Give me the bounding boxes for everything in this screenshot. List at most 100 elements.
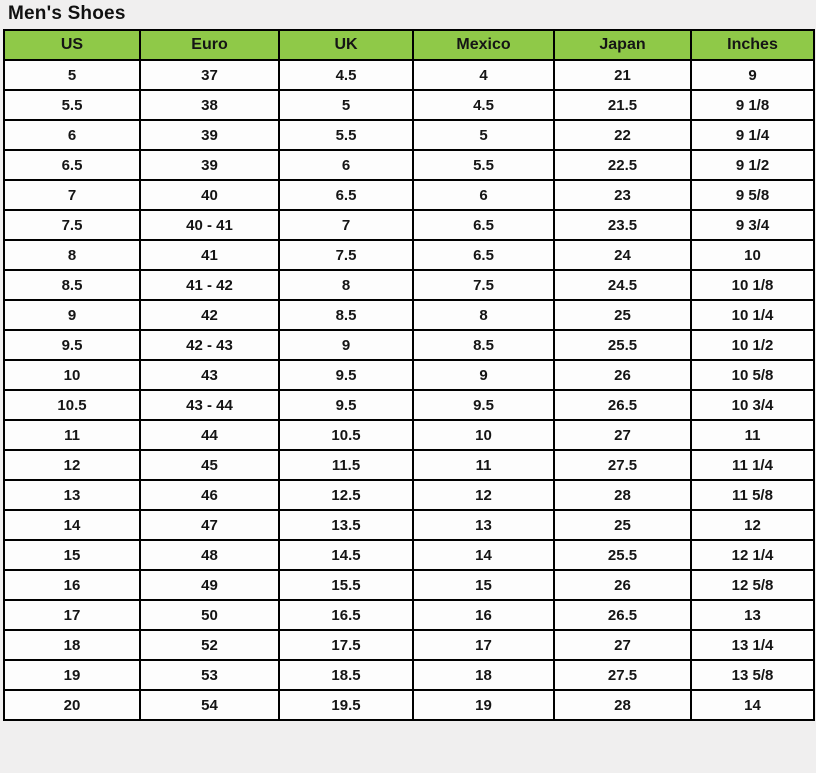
size-cell: 54 [139,689,280,721]
size-cell: 25 [553,299,692,331]
size-cell: 11 [690,419,815,451]
size-cell: 22.5 [553,149,692,181]
size-cell: 26 [553,359,692,391]
size-cell: 14.5 [278,539,414,571]
size-cell: 37 [139,59,280,91]
table-row: 9.5 42 - 43 9 8.5 25.5 10 1/2 [3,329,815,361]
size-cell: 45 [139,449,280,481]
size-cell: 8.5 [412,329,555,361]
size-cell: 48 [139,539,280,571]
size-cell: 5 [412,119,555,151]
table-row: 6 39 5.5 5 22 9 1/4 [3,119,815,151]
size-cell: 8.5 [3,269,141,301]
table-row: 15 48 14.5 14 25.5 12 1/4 [3,539,815,571]
size-cell: 40 [139,179,280,211]
table-row: 13 46 12.5 12 28 11 5/8 [3,479,815,511]
size-cell: 43 - 44 [139,389,280,421]
size-cell: 7 [278,209,414,241]
size-cell: 9 1/8 [690,89,815,121]
size-cell: 27 [553,629,692,661]
size-cell: 27 [553,419,692,451]
size-cell: 10.5 [3,389,141,421]
size-cell: 9 1/4 [690,119,815,151]
size-cell: 46 [139,479,280,511]
size-cell: 10 5/8 [690,359,815,391]
size-cell: 13 [690,599,815,631]
size-cell: 41 [139,239,280,271]
size-cell: 5.5 [412,149,555,181]
size-cell: 43 [139,359,280,391]
size-cell: 19.5 [278,689,414,721]
size-cell: 5.5 [3,89,141,121]
size-cell: 13 5/8 [690,659,815,691]
size-cell: 6.5 [3,149,141,181]
size-cell: 18 [412,659,555,691]
table-row: 16 49 15.5 15 26 12 5/8 [3,569,815,601]
size-cell: 42 [139,299,280,331]
size-cell: 10 1/2 [690,329,815,361]
size-cell: 12 [412,479,555,511]
size-cell: 10 1/8 [690,269,815,301]
size-cell: 8.5 [278,299,414,331]
header-row: US Euro UK Mexico Japan Inches [3,29,815,61]
size-cell: 11.5 [278,449,414,481]
size-cell: 5 [3,59,141,91]
size-cell: 6.5 [412,239,555,271]
size-cell: 10 [412,419,555,451]
size-cell: 4 [412,59,555,91]
size-cell: 13 1/4 [690,629,815,661]
size-cell: 44 [139,419,280,451]
size-cell: 12 1/4 [690,539,815,571]
table-row: 7 40 6.5 6 23 9 5/8 [3,179,815,211]
size-cell: 11 5/8 [690,479,815,511]
size-cell: 13 [412,509,555,541]
size-cell: 8 [412,299,555,331]
size-cell: 23.5 [553,209,692,241]
size-cell: 7.5 [3,209,141,241]
size-cell: 6.5 [412,209,555,241]
size-cell: 12 5/8 [690,569,815,601]
size-cell: 40 - 41 [139,209,280,241]
size-cell: 17 [412,629,555,661]
column-header: Euro [139,29,280,61]
size-cell: 16.5 [278,599,414,631]
size-cell: 9 5/8 [690,179,815,211]
table-row: 10 43 9.5 9 26 10 5/8 [3,359,815,391]
table-row: 12 45 11.5 11 27.5 11 1/4 [3,449,815,481]
size-cell: 10 3/4 [690,389,815,421]
size-cell: 15 [3,539,141,571]
size-cell: 19 [3,659,141,691]
size-cell: 8 [278,269,414,301]
size-cell: 17 [3,599,141,631]
size-cell: 11 [412,449,555,481]
size-cell: 25.5 [553,539,692,571]
column-header: Japan [553,29,692,61]
size-cell: 26 [553,569,692,601]
size-cell: 11 [3,419,141,451]
size-cell: 28 [553,479,692,511]
table-row: 18 52 17.5 17 27 13 1/4 [3,629,815,661]
size-cell: 18 [3,629,141,661]
size-cell: 19 [412,689,555,721]
size-cell: 7.5 [278,239,414,271]
size-cell: 17.5 [278,629,414,661]
size-cell: 12 [690,509,815,541]
table-row: 9 42 8.5 8 25 10 1/4 [3,299,815,331]
size-cell: 23 [553,179,692,211]
size-cell: 25 [553,509,692,541]
table-row: 5 37 4.5 4 21 9 [3,59,815,91]
size-cell: 9 [278,329,414,361]
size-cell: 16 [412,599,555,631]
size-cell: 26.5 [553,389,692,421]
size-cell: 49 [139,569,280,601]
size-cell: 22 [553,119,692,151]
table-body: 5 37 4.5 4 21 9 5.5 38 5 4.5 21.5 9 1/8 6 39 5.5 5 22 9 1… [3,59,815,721]
size-cell: 10.5 [278,419,414,451]
table-row: 17 50 16.5 16 26.5 13 [3,599,815,631]
size-cell: 14 [690,689,815,721]
shoe-size-table: US Euro UK Mexico Japan Inches 5 37 4.5 4 21 9 5.5 3… [3,29,815,721]
table-row: 10.5 43 - 44 9.5 9.5 26.5 10 3/4 [3,389,815,421]
size-cell: 9.5 [3,329,141,361]
size-cell: 10 [3,359,141,391]
size-cell: 6 [3,119,141,151]
